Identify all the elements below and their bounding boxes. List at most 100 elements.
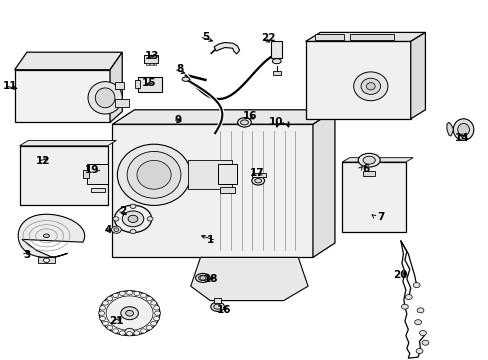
Ellipse shape — [357, 153, 380, 167]
Ellipse shape — [137, 161, 171, 189]
Circle shape — [121, 307, 138, 320]
Circle shape — [150, 321, 156, 325]
FancyBboxPatch shape — [342, 162, 405, 232]
Polygon shape — [15, 70, 110, 122]
FancyBboxPatch shape — [146, 63, 148, 65]
Text: 13: 13 — [144, 51, 159, 61]
FancyBboxPatch shape — [272, 71, 280, 75]
Text: 5: 5 — [202, 32, 208, 42]
Text: 4: 4 — [104, 225, 112, 235]
Circle shape — [153, 316, 159, 321]
Polygon shape — [342, 158, 412, 162]
FancyBboxPatch shape — [115, 82, 123, 89]
Ellipse shape — [237, 118, 251, 127]
Circle shape — [113, 217, 119, 221]
Ellipse shape — [117, 144, 190, 206]
Circle shape — [150, 301, 156, 305]
Polygon shape — [305, 41, 410, 119]
Ellipse shape — [362, 156, 375, 164]
FancyBboxPatch shape — [214, 298, 221, 303]
Polygon shape — [188, 161, 232, 189]
Text: 16: 16 — [216, 305, 231, 315]
Circle shape — [119, 331, 125, 335]
Circle shape — [141, 293, 146, 298]
Circle shape — [128, 215, 138, 222]
Circle shape — [153, 306, 159, 310]
FancyBboxPatch shape — [315, 34, 343, 40]
Circle shape — [415, 348, 422, 354]
Text: 22: 22 — [260, 33, 275, 43]
FancyBboxPatch shape — [150, 63, 152, 65]
Circle shape — [419, 330, 426, 336]
Circle shape — [200, 276, 205, 280]
Circle shape — [126, 291, 132, 295]
FancyBboxPatch shape — [115, 99, 128, 107]
Ellipse shape — [95, 88, 115, 108]
Ellipse shape — [43, 234, 49, 238]
Polygon shape — [112, 110, 334, 124]
Text: 17: 17 — [249, 168, 264, 178]
Text: 11: 11 — [2, 81, 17, 91]
Text: 12: 12 — [36, 156, 50, 166]
Ellipse shape — [210, 302, 224, 311]
Circle shape — [416, 308, 423, 313]
Text: 2: 2 — [120, 206, 126, 216]
FancyBboxPatch shape — [135, 80, 140, 88]
FancyBboxPatch shape — [362, 171, 374, 176]
FancyBboxPatch shape — [251, 173, 265, 177]
Circle shape — [146, 297, 152, 301]
Text: 15: 15 — [142, 78, 156, 88]
Ellipse shape — [353, 72, 387, 101]
FancyBboxPatch shape — [83, 170, 89, 178]
Ellipse shape — [182, 77, 189, 81]
Circle shape — [414, 320, 421, 325]
FancyBboxPatch shape — [217, 164, 237, 184]
Circle shape — [134, 291, 140, 296]
Circle shape — [412, 283, 419, 288]
Text: 6: 6 — [362, 164, 368, 174]
FancyBboxPatch shape — [271, 41, 282, 58]
Polygon shape — [312, 110, 334, 257]
Ellipse shape — [251, 176, 264, 185]
Text: 19: 19 — [84, 165, 99, 175]
Text: 14: 14 — [454, 132, 468, 143]
Text: 3: 3 — [23, 250, 30, 260]
Circle shape — [134, 331, 140, 335]
Circle shape — [124, 328, 134, 336]
Ellipse shape — [195, 274, 210, 282]
Text: 18: 18 — [203, 274, 218, 284]
FancyBboxPatch shape — [220, 187, 234, 193]
Text: 1: 1 — [206, 235, 213, 246]
Ellipse shape — [198, 275, 207, 281]
Circle shape — [111, 226, 121, 233]
Circle shape — [114, 228, 119, 231]
Circle shape — [112, 329, 118, 333]
Circle shape — [100, 316, 105, 321]
Ellipse shape — [360, 78, 380, 94]
Polygon shape — [20, 140, 116, 146]
Circle shape — [125, 310, 133, 316]
Ellipse shape — [254, 179, 261, 183]
Circle shape — [100, 306, 105, 310]
Circle shape — [141, 329, 146, 333]
Polygon shape — [214, 42, 239, 54]
Ellipse shape — [366, 83, 374, 90]
Circle shape — [401, 304, 407, 309]
Circle shape — [102, 301, 108, 305]
FancyBboxPatch shape — [87, 164, 107, 184]
Ellipse shape — [127, 152, 181, 198]
Polygon shape — [38, 257, 55, 263]
Circle shape — [154, 311, 160, 315]
Polygon shape — [410, 32, 425, 119]
FancyBboxPatch shape — [138, 77, 162, 92]
FancyBboxPatch shape — [20, 146, 107, 205]
Circle shape — [126, 332, 132, 336]
Circle shape — [130, 229, 136, 234]
Text: 7: 7 — [376, 212, 384, 222]
Circle shape — [112, 293, 119, 298]
Text: 9: 9 — [175, 114, 182, 125]
Circle shape — [119, 291, 125, 296]
Ellipse shape — [272, 59, 281, 64]
Text: 20: 20 — [392, 270, 407, 280]
Circle shape — [147, 217, 153, 221]
